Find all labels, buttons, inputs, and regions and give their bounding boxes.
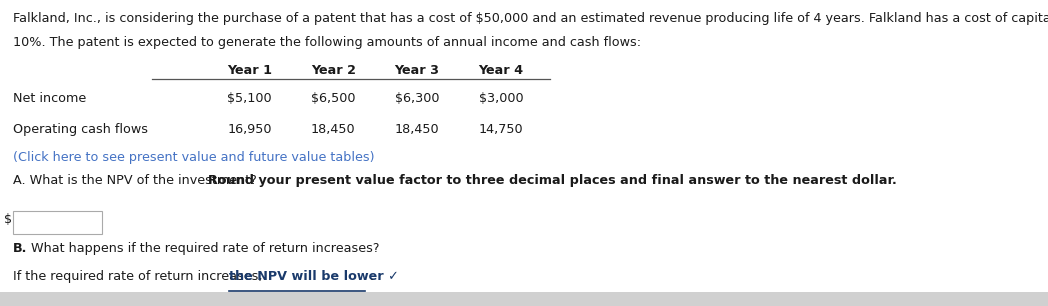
Text: .: . — [369, 270, 373, 283]
Text: Year 1: Year 1 — [227, 64, 271, 77]
Text: $: $ — [4, 213, 13, 226]
Text: the NPV will be lower ✓: the NPV will be lower ✓ — [228, 270, 398, 283]
Text: 10%. The patent is expected to generate the following amounts of annual income a: 10%. The patent is expected to generate … — [13, 36, 640, 49]
Text: Year 2: Year 2 — [311, 64, 355, 77]
Text: $3,000: $3,000 — [479, 92, 523, 105]
FancyBboxPatch shape — [13, 211, 102, 234]
Text: Falkland, Inc., is considering the purchase of a patent that has a cost of $50,0: Falkland, Inc., is considering the purch… — [13, 12, 1048, 25]
Text: Year 4: Year 4 — [478, 64, 524, 77]
Text: Round your present value factor to three decimal places and final answer to the : Round your present value factor to three… — [209, 174, 897, 187]
Text: (Click here to see present value and future value tables): (Click here to see present value and fut… — [13, 151, 374, 164]
Text: $5,100: $5,100 — [227, 92, 271, 105]
Text: $6,500: $6,500 — [311, 92, 355, 105]
Text: 14,750: 14,750 — [479, 123, 523, 136]
Text: If the required rate of return increases,: If the required rate of return increases… — [13, 270, 266, 283]
Text: 18,450: 18,450 — [395, 123, 439, 136]
Text: Net income: Net income — [13, 92, 86, 105]
Text: Operating cash flows: Operating cash flows — [13, 123, 148, 136]
Text: What happens if the required rate of return increases?: What happens if the required rate of ret… — [27, 242, 379, 255]
FancyBboxPatch shape — [0, 292, 1048, 306]
Text: $6,300: $6,300 — [395, 92, 439, 105]
Text: Year 3: Year 3 — [395, 64, 439, 77]
Text: 16,950: 16,950 — [227, 123, 271, 136]
Text: A. What is the NPV of the investment?: A. What is the NPV of the investment? — [13, 174, 261, 187]
Text: 18,450: 18,450 — [311, 123, 355, 136]
Text: B.: B. — [13, 242, 27, 255]
